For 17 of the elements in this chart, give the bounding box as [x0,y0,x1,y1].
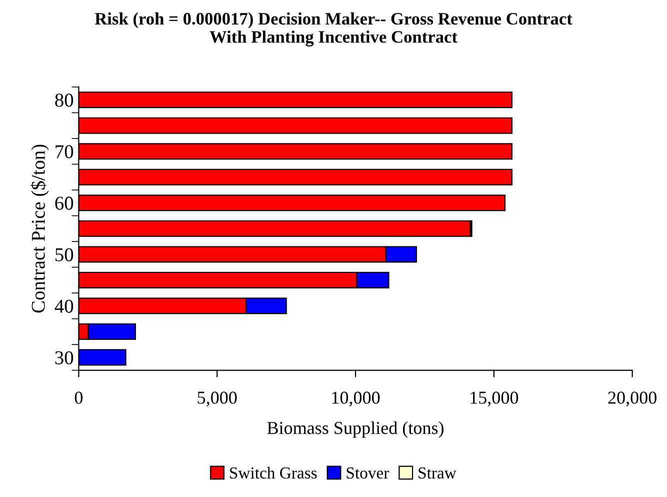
x-tick-label: 20,000 [608,392,656,406]
x-tick-label: 5,000 [198,392,237,406]
x-tick-label: 15,000 [470,392,518,406]
x-tick-label: 0 [74,392,83,404]
x-tick-label: 10,000 [332,392,380,406]
y-tick-label: 50 [56,248,74,262]
y-tick-label: 60 [55,196,74,210]
y-axis-title: Contract Price ($/ton) [30,144,49,313]
legend-label: Stover [346,467,390,479]
y-tick-label: 70 [56,145,74,158]
x-axis-title: Biomass Supplied (tons) [267,421,444,438]
legend-label: Straw [418,467,456,479]
y-tick-label: 30 [55,351,74,364]
y-tick-label: 40 [54,300,74,313]
y-tick-label: 80 [55,94,74,107]
legend-label: Switch Grass [230,466,317,479]
chart-title: Risk (roh = 0.000017) Decision Maker-- Gross Revenue Contract With Planting Incentive Contract [94,12,572,46]
